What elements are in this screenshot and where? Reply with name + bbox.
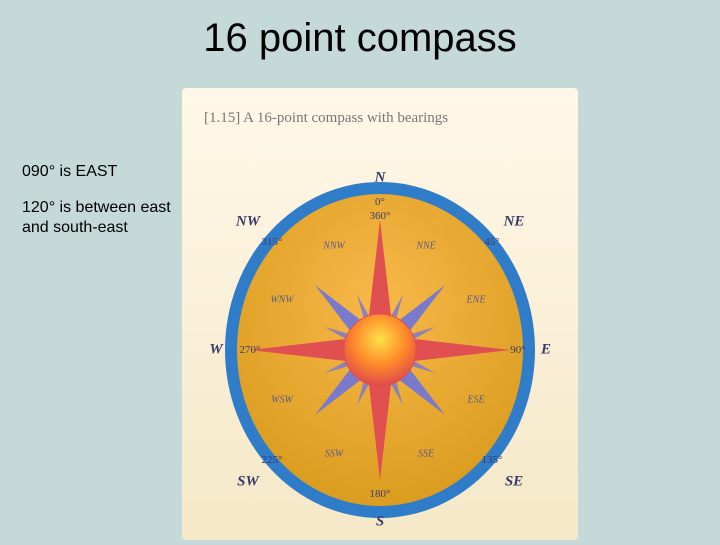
dir-wnw: WNW [270,295,293,306]
dir-e: E [541,342,551,359]
dir-w: W [209,342,222,359]
dir-sw: SW [237,474,259,491]
page-title: 16 point compass [0,16,720,61]
deg-135: 135° [482,454,503,466]
note-090-east: 090° is EAST [22,162,117,182]
dir-ssw: SSW [325,449,343,460]
figure-caption: [1.15] A 16-point compass with bearings [204,110,448,127]
dir-sse: SSE [418,449,434,460]
deg-90: 90° [510,344,525,356]
note-120-between: 120° is between east and south-east [22,198,172,238]
compass: NNEESESSWWNWNNEENEESESSESSWWSWWNWNNW0°36… [200,160,560,520]
deg-0: 0° [375,196,385,208]
dir-ene: ENE [467,295,486,306]
dir-wsw: WSW [271,395,293,406]
deg-360: 360° [370,210,391,222]
figure-panel: [1.15] A 16-point compass with bearings … [182,88,578,540]
dir-n: N [375,170,386,187]
dir-nne: NNE [416,241,435,252]
deg-180: 180° [370,488,391,500]
dir-nnw: NNW [323,241,345,252]
dir-se: SE [505,474,523,491]
deg-225: 225° [262,454,283,466]
dir-nw: NW [236,214,260,231]
deg-270: 270° [240,344,261,356]
deg-45: 45° [484,236,499,248]
deg-315: 315° [262,236,283,248]
dir-ese: ESE [467,395,484,406]
dir-s: S [376,514,384,531]
dir-ne: NE [504,214,525,231]
